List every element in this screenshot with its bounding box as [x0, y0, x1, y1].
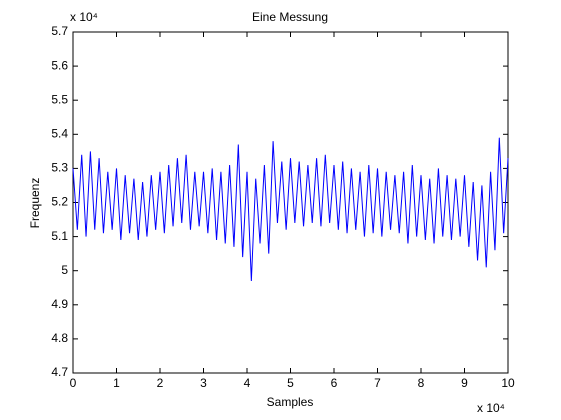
x-tick-label: 8 [418, 376, 425, 390]
y-tick-label: 5.6 [51, 58, 68, 72]
y-tick-label: 5.4 [51, 126, 68, 140]
plot-frame [72, 31, 509, 374]
x-axis-label: Samples [267, 395, 314, 409]
x-tick-label: 7 [374, 376, 381, 390]
x-tick-label: 3 [200, 376, 207, 390]
y-axis-label: Frequenz [28, 178, 42, 229]
x-tick-label: 0 [70, 376, 77, 390]
y-tick-label: 5.5 [51, 92, 68, 106]
y-tick-label: 4.8 [51, 331, 68, 345]
x-tick-label: 9 [461, 376, 468, 390]
x-tick-label: 2 [157, 376, 164, 390]
y-tick-label: 5.7 [51, 24, 68, 38]
x-tick-label: 6 [331, 376, 338, 390]
data-line [72, 137, 509, 281]
chart-title: Eine Messung [252, 10, 328, 24]
y-tick-label: 4.9 [51, 297, 68, 311]
y-multiplier: x 10⁴ [70, 10, 98, 24]
x-tick-label: 10 [501, 376, 515, 390]
y-tick-label: 5.3 [51, 161, 68, 175]
y-tick-label: 5.2 [51, 195, 68, 209]
x-multiplier: x 10⁴ [477, 401, 505, 415]
y-tick-label: 5.1 [51, 229, 68, 243]
x-tick-label: 5 [287, 376, 294, 390]
y-tick-label: 4.7 [51, 365, 68, 379]
y-tick-label: 5 [61, 263, 68, 277]
x-tick-label: 1 [113, 376, 120, 390]
x-tick-label: 4 [244, 376, 251, 390]
